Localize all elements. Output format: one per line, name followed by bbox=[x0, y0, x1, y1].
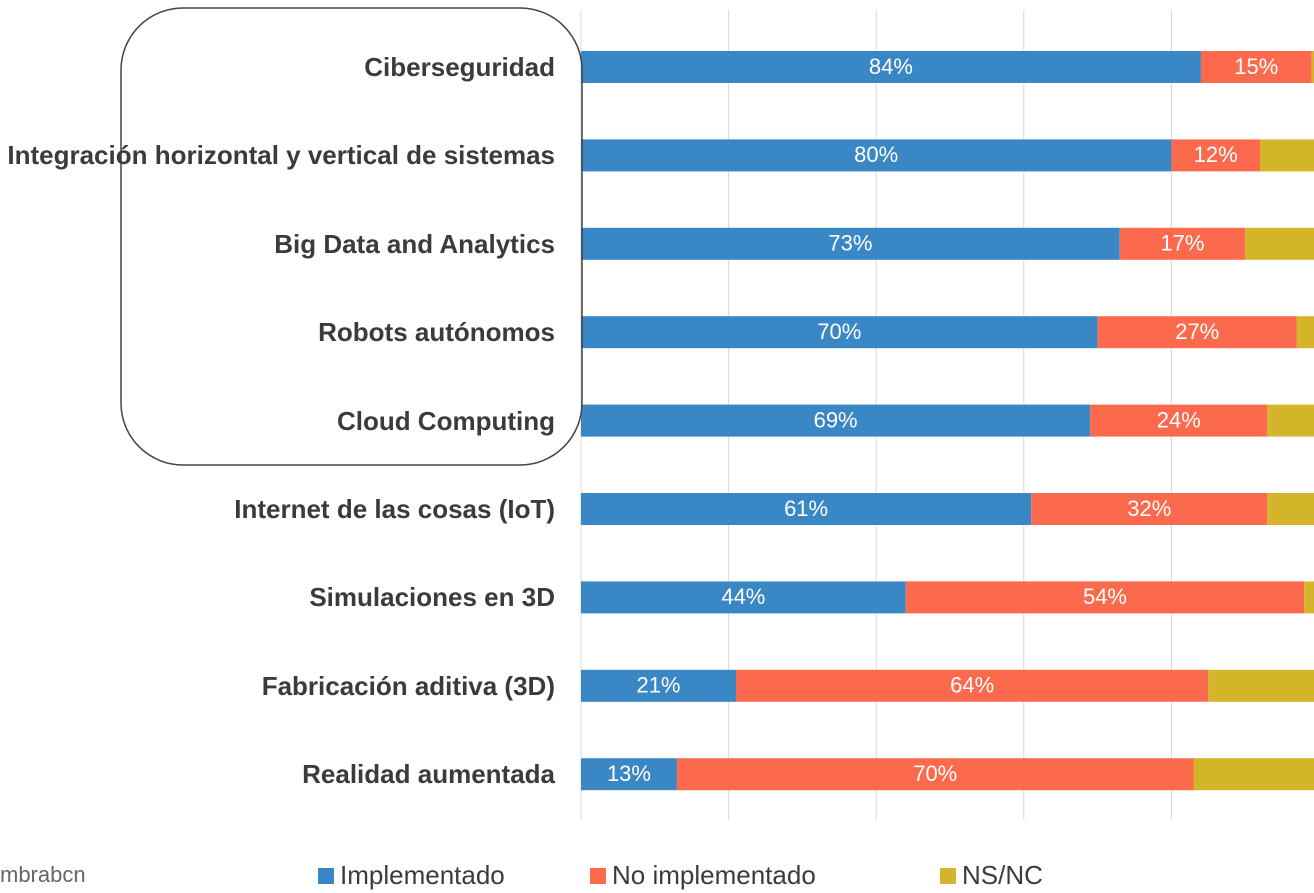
category-label-box: Ciberseguridad bbox=[0, 48, 555, 86]
bar-segment bbox=[581, 316, 1098, 349]
bar-segment bbox=[1193, 758, 1314, 791]
category-label-box: Integración horizontal y vertical de sis… bbox=[0, 136, 555, 174]
category-label-box: Realidad aumentada bbox=[0, 755, 555, 793]
legend-label: No implementado bbox=[612, 860, 816, 890]
category-label: Simulaciones en 3D bbox=[309, 582, 555, 613]
value-label: 13% bbox=[607, 761, 651, 786]
category-label-box: Internet de las cosas (IoT) bbox=[0, 490, 555, 528]
legend-swatch bbox=[318, 868, 334, 884]
bar-segment bbox=[1311, 51, 1314, 83]
bar-segment bbox=[1267, 493, 1314, 525]
category-label: Internet de las cosas (IoT) bbox=[234, 494, 555, 524]
category-label: Fabricación aditiva (3D) bbox=[261, 670, 555, 701]
category-label: Ciberseguridad bbox=[364, 52, 555, 82]
category-label-box: Cloud Computing bbox=[0, 402, 555, 440]
bar-segment bbox=[581, 404, 1091, 437]
bar-segment bbox=[1296, 316, 1314, 349]
bar-segment bbox=[581, 227, 1120, 260]
value-label: 64% bbox=[950, 673, 994, 698]
source: mbrabcn bbox=[0, 862, 86, 887]
bar-segment bbox=[581, 581, 906, 614]
bar-segment bbox=[1259, 139, 1314, 172]
category-label-box: Fabricación aditiva (3D) bbox=[0, 667, 555, 705]
value-label: 12% bbox=[1194, 142, 1238, 167]
highlight-box bbox=[120, 7, 583, 466]
value-label: 73% bbox=[828, 231, 872, 256]
value-label: 24% bbox=[1157, 407, 1201, 432]
value-label: 84% bbox=[869, 54, 913, 79]
bar-segment bbox=[1097, 316, 1297, 349]
bar-segment bbox=[735, 669, 1209, 702]
category-label: Big Data and Analytics bbox=[274, 228, 555, 259]
category-label: Cloud Computing bbox=[336, 405, 555, 436]
value-label: 44% bbox=[721, 584, 765, 609]
legend-label: Implementado bbox=[340, 860, 505, 890]
category-label-box: Robots autónomos bbox=[0, 313, 555, 351]
bar-segment bbox=[1304, 581, 1314, 614]
bar-segment bbox=[1119, 227, 1246, 260]
bar-segment bbox=[581, 669, 736, 702]
category-label: Robots autónomos bbox=[318, 317, 555, 348]
category-label: Realidad aumentada bbox=[302, 759, 555, 790]
value-label: 61% bbox=[784, 496, 828, 521]
bar-segment bbox=[581, 51, 1201, 83]
value-label: 70% bbox=[913, 761, 957, 786]
bar-segment bbox=[1031, 493, 1268, 525]
bar-segment bbox=[676, 758, 1194, 791]
category-label: Integración horizontal y vertical de sis… bbox=[7, 140, 555, 171]
value-label: 80% bbox=[854, 142, 898, 167]
category-label-box: Big Data and Analytics bbox=[0, 225, 555, 263]
legend-label: NS/NC bbox=[962, 860, 1043, 890]
legend-swatch bbox=[940, 868, 956, 884]
bar-segment bbox=[1200, 51, 1312, 83]
value-label: 27% bbox=[1175, 319, 1219, 344]
bar-segment bbox=[1267, 404, 1314, 437]
value-label: 17% bbox=[1160, 231, 1204, 256]
value-label: 32% bbox=[1127, 496, 1171, 521]
value-label: 21% bbox=[636, 673, 680, 698]
bar-segment bbox=[1090, 404, 1268, 437]
value-label: 15% bbox=[1234, 54, 1278, 79]
legend: Implementado No implementado NS/NC bbox=[318, 860, 1043, 890]
bars: 84% 15% 80% 12% 73% 17% 70% 27% 69% 24% 61% 32% 44% 5… bbox=[581, 51, 1314, 791]
bar-segment bbox=[581, 139, 1172, 172]
bar-segment bbox=[581, 493, 1032, 525]
value-label: 54% bbox=[1083, 584, 1127, 609]
bar-segment bbox=[1208, 669, 1314, 702]
bar-segment bbox=[581, 758, 677, 791]
value-label: 70% bbox=[817, 319, 861, 344]
value-label: 69% bbox=[814, 407, 858, 432]
category-label-box: Simulaciones en 3D bbox=[0, 578, 555, 616]
bar-segment bbox=[905, 581, 1305, 614]
legend-swatch bbox=[590, 868, 606, 884]
bar-segment bbox=[1171, 139, 1260, 172]
bar-segment bbox=[1245, 227, 1314, 260]
